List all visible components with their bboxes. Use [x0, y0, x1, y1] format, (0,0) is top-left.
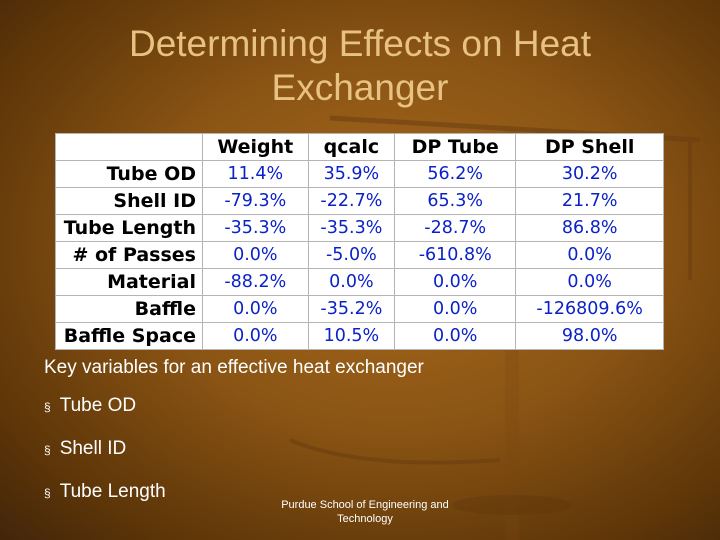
- table-cell: 0.0%: [202, 241, 309, 269]
- effects-table: Weight qcalc DP Tube DP Shell Tube OD 11…: [55, 133, 664, 350]
- bullet-icon: §: [44, 443, 51, 457]
- table-cell: 86.8%: [515, 214, 664, 242]
- table-cell: 0.0%: [307, 268, 396, 296]
- table-cell: 98.0%: [515, 322, 664, 350]
- table-row: Shell ID -79.3% -22.7% 65.3% 21.7%: [55, 187, 664, 215]
- table-row: Material -88.2% 0.0% 0.0% 0.0%: [55, 268, 664, 296]
- bullet-icon: §: [44, 486, 51, 500]
- list-item-text: Tube Length: [59, 481, 166, 502]
- column-header: DP Tube: [394, 133, 517, 161]
- table-cell: 0.0%: [394, 268, 517, 296]
- footer-text: Purdue School of Engineering and Technol…: [281, 499, 449, 525]
- row-header: Material: [55, 268, 203, 296]
- table-cell: 11.4%: [202, 160, 309, 188]
- list-item-text: Shell ID: [59, 438, 127, 459]
- table-cell: 35.9%: [307, 160, 396, 188]
- list-item: § Tube OD: [44, 395, 166, 438]
- column-header: Weight: [202, 133, 309, 161]
- table-cell: 65.3%: [394, 187, 517, 215]
- table-cell: -126809.6%: [515, 295, 664, 323]
- table-row: Baffle Space 0.0% 10.5% 0.0% 98.0%: [55, 322, 664, 350]
- bullet-icon: §: [44, 400, 51, 414]
- key-variables-label: Key variables for an effective heat exch…: [44, 357, 424, 378]
- table-cell: -35.2%: [307, 295, 396, 323]
- table-cell: 21.7%: [515, 187, 664, 215]
- table-row: Tube Length -35.3% -35.3% -28.7% 86.8%: [55, 214, 664, 242]
- table-cell: -28.7%: [394, 214, 517, 242]
- table-cell: 10.5%: [307, 322, 396, 350]
- column-header: DP Shell: [515, 133, 664, 161]
- table-row: # of Passes 0.0% -5.0% -610.8% 0.0%: [55, 241, 664, 269]
- bullet-list: § Tube OD § Shell ID § Tube Length: [44, 395, 166, 524]
- table-cell: 0.0%: [202, 322, 309, 350]
- table-cell: -610.8%: [394, 241, 517, 269]
- slide-title: Determining Effects on Heat Exchanger: [128, 23, 592, 108]
- table-cell: -35.3%: [202, 214, 309, 242]
- list-item-text: Tube OD: [59, 395, 137, 416]
- list-item: § Shell ID: [44, 438, 166, 481]
- table-cell: -22.7%: [307, 187, 396, 215]
- list-item: § Tube Length: [44, 481, 166, 524]
- table-cell: 0.0%: [394, 295, 517, 323]
- table-cell: -35.3%: [307, 214, 396, 242]
- row-header: Baffle Space: [55, 322, 203, 350]
- row-header: Baffle: [55, 295, 203, 323]
- table-cell: 0.0%: [394, 322, 517, 350]
- table-cell: 30.2%: [515, 160, 664, 188]
- row-header: # of Passes: [55, 241, 203, 269]
- table-row: Tube OD 11.4% 35.9% 56.2% 30.2%: [55, 160, 664, 188]
- table-cell: 0.0%: [515, 268, 664, 296]
- table-cell: 0.0%: [202, 295, 309, 323]
- table-row: Baffle 0.0% -35.2% 0.0% -126809.6%: [55, 295, 664, 323]
- table-header-row: Weight qcalc DP Tube DP Shell: [55, 133, 664, 161]
- table-cell: 0.0%: [515, 241, 664, 269]
- row-header: Tube OD: [55, 160, 203, 188]
- table-cell: -88.2%: [202, 268, 309, 296]
- table-cell: -5.0%: [307, 241, 396, 269]
- row-header: Tube Length: [55, 214, 203, 242]
- table-cell: 56.2%: [394, 160, 517, 188]
- row-header: Shell ID: [55, 187, 203, 215]
- column-header: qcalc: [307, 133, 396, 161]
- table-corner-cell: [55, 133, 203, 161]
- table-cell: -79.3%: [202, 187, 309, 215]
